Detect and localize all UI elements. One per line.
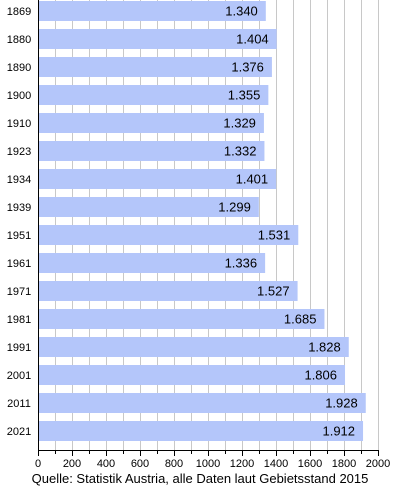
bar-value-label: 1.299 bbox=[218, 200, 251, 215]
bar-value-label: 1.336 bbox=[225, 256, 258, 271]
bar bbox=[38, 141, 265, 161]
bar-value-label: 1.332 bbox=[224, 144, 257, 159]
x-tick-label: 1200 bbox=[230, 458, 254, 470]
category-label: 1939 bbox=[7, 202, 31, 214]
category-label: 2021 bbox=[7, 426, 31, 438]
category-label: 1900 bbox=[7, 90, 31, 102]
bar bbox=[38, 309, 325, 329]
category-label: 1869 bbox=[7, 6, 31, 18]
x-tick-label: 200 bbox=[63, 458, 81, 470]
category-label: 1923 bbox=[7, 146, 31, 158]
bar bbox=[38, 113, 264, 133]
category-label: 1880 bbox=[7, 34, 31, 46]
bar-value-label: 1.806 bbox=[304, 368, 337, 383]
bar bbox=[38, 365, 346, 385]
bar bbox=[38, 253, 266, 273]
bar-value-label: 1.828 bbox=[308, 340, 341, 355]
bar-value-label: 1.376 bbox=[231, 60, 264, 75]
bar bbox=[38, 225, 299, 245]
bar bbox=[38, 197, 259, 217]
category-label: 1971 bbox=[7, 286, 31, 298]
bar bbox=[38, 169, 277, 189]
x-tick-label: 1400 bbox=[264, 458, 288, 470]
bar-value-label: 1.928 bbox=[325, 396, 358, 411]
category-label: 1991 bbox=[7, 342, 31, 354]
bar-value-label: 1.355 bbox=[228, 88, 261, 103]
source-caption: Quelle: Statistik Austria, alle Daten la… bbox=[31, 471, 369, 486]
bar-value-label: 1.527 bbox=[257, 284, 290, 299]
bar bbox=[38, 29, 277, 49]
bar-value-label: 1.329 bbox=[223, 116, 256, 131]
x-tick-label: 0 bbox=[35, 458, 41, 470]
category-label: 1981 bbox=[7, 314, 31, 326]
x-tick-label: 600 bbox=[131, 458, 149, 470]
bar bbox=[38, 337, 349, 357]
x-tick-label: 2000 bbox=[366, 458, 390, 470]
bar bbox=[38, 421, 364, 441]
bar-value-label: 1.531 bbox=[258, 228, 291, 243]
bar bbox=[38, 57, 272, 77]
category-label: 1961 bbox=[7, 258, 31, 270]
x-tick-label: 400 bbox=[97, 458, 115, 470]
bar-value-label: 1.404 bbox=[236, 32, 269, 47]
category-label: 1890 bbox=[7, 62, 31, 74]
axes: 1869 1880 1890 1900 1910 1923 1934 1939 1951 1961… bbox=[7, 0, 390, 470]
category-label: 2001 bbox=[7, 370, 31, 382]
bars: 1.340 1.404 1.376 1.355 1.329 1.332 1.401 1.299… bbox=[38, 1, 366, 441]
x-tick-label: 800 bbox=[165, 458, 183, 470]
bar-value-label: 1.401 bbox=[236, 172, 269, 187]
x-tick-label: 1600 bbox=[298, 458, 322, 470]
category-label: 1910 bbox=[7, 118, 31, 130]
bar bbox=[38, 281, 298, 301]
bar-value-label: 1.912 bbox=[322, 424, 355, 439]
bar bbox=[38, 85, 269, 105]
x-tick-label: 1000 bbox=[196, 458, 220, 470]
bar-value-label: 1.340 bbox=[225, 4, 258, 19]
bar bbox=[38, 393, 366, 413]
category-label: 2011 bbox=[7, 398, 31, 410]
bar-value-label: 1.685 bbox=[284, 312, 317, 327]
category-label: 1934 bbox=[7, 174, 31, 186]
category-label: 1951 bbox=[7, 230, 31, 242]
bar bbox=[38, 1, 266, 21]
x-tick-label: 1800 bbox=[332, 458, 356, 470]
